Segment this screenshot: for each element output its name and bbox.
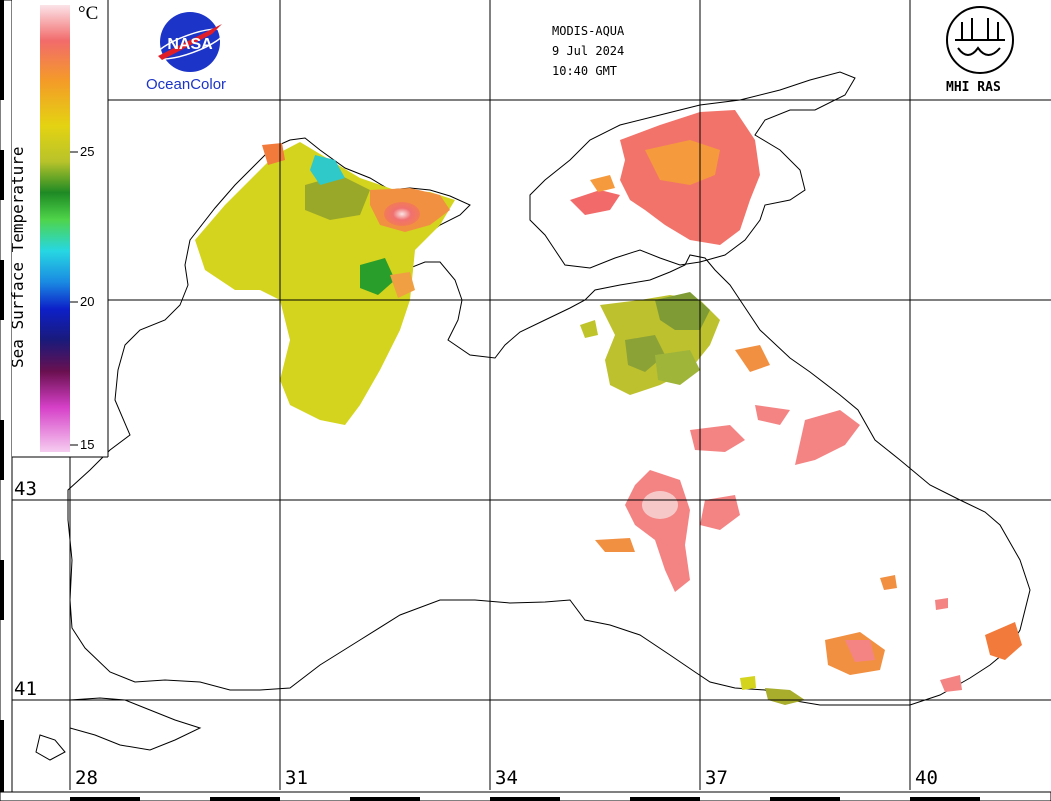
- sst-azov-patch: [570, 110, 760, 245]
- colorbar-unit: °C: [78, 3, 99, 24]
- left-tick-frame: [0, 0, 13, 801]
- colorbar: [40, 5, 70, 452]
- time-label: 10:40 GMT: [552, 64, 618, 78]
- lon-label-31: 31: [285, 767, 308, 789]
- colorbar-ticks: [70, 151, 78, 446]
- lat-label-43: 43: [14, 478, 37, 500]
- lon-label-37: 37: [705, 767, 728, 789]
- lon-label-40: 40: [915, 767, 938, 789]
- sst-crimea-patch: [580, 292, 770, 395]
- colorbar-tick-15: 15: [80, 437, 95, 452]
- sst-open-sea-patches: [595, 405, 1022, 705]
- lon-label-34: 34: [495, 767, 518, 789]
- mhi-logo: [946, 6, 1014, 74]
- oceancolor-label: OceanColor: [146, 76, 227, 93]
- lat-label-41: 41: [14, 678, 37, 700]
- lon-label-28: 28: [75, 767, 98, 789]
- mhi-ras-label: MHI RAS: [946, 80, 1001, 95]
- nasa-logo-text: NASA: [167, 36, 213, 53]
- bottom-tick-frame: [0, 791, 1051, 801]
- colorbar-title: Sea Surface Temperature: [8, 146, 27, 368]
- colorbar-tick-25: 25: [80, 144, 95, 159]
- colorbar-tick-20: 20: [80, 294, 95, 309]
- nasa-logo: NASA: [155, 12, 225, 72]
- sst-northwest-patch: [195, 142, 455, 425]
- date-label: 9 Jul 2024: [552, 44, 625, 58]
- sensor-label: MODIS-AQUA: [552, 24, 625, 38]
